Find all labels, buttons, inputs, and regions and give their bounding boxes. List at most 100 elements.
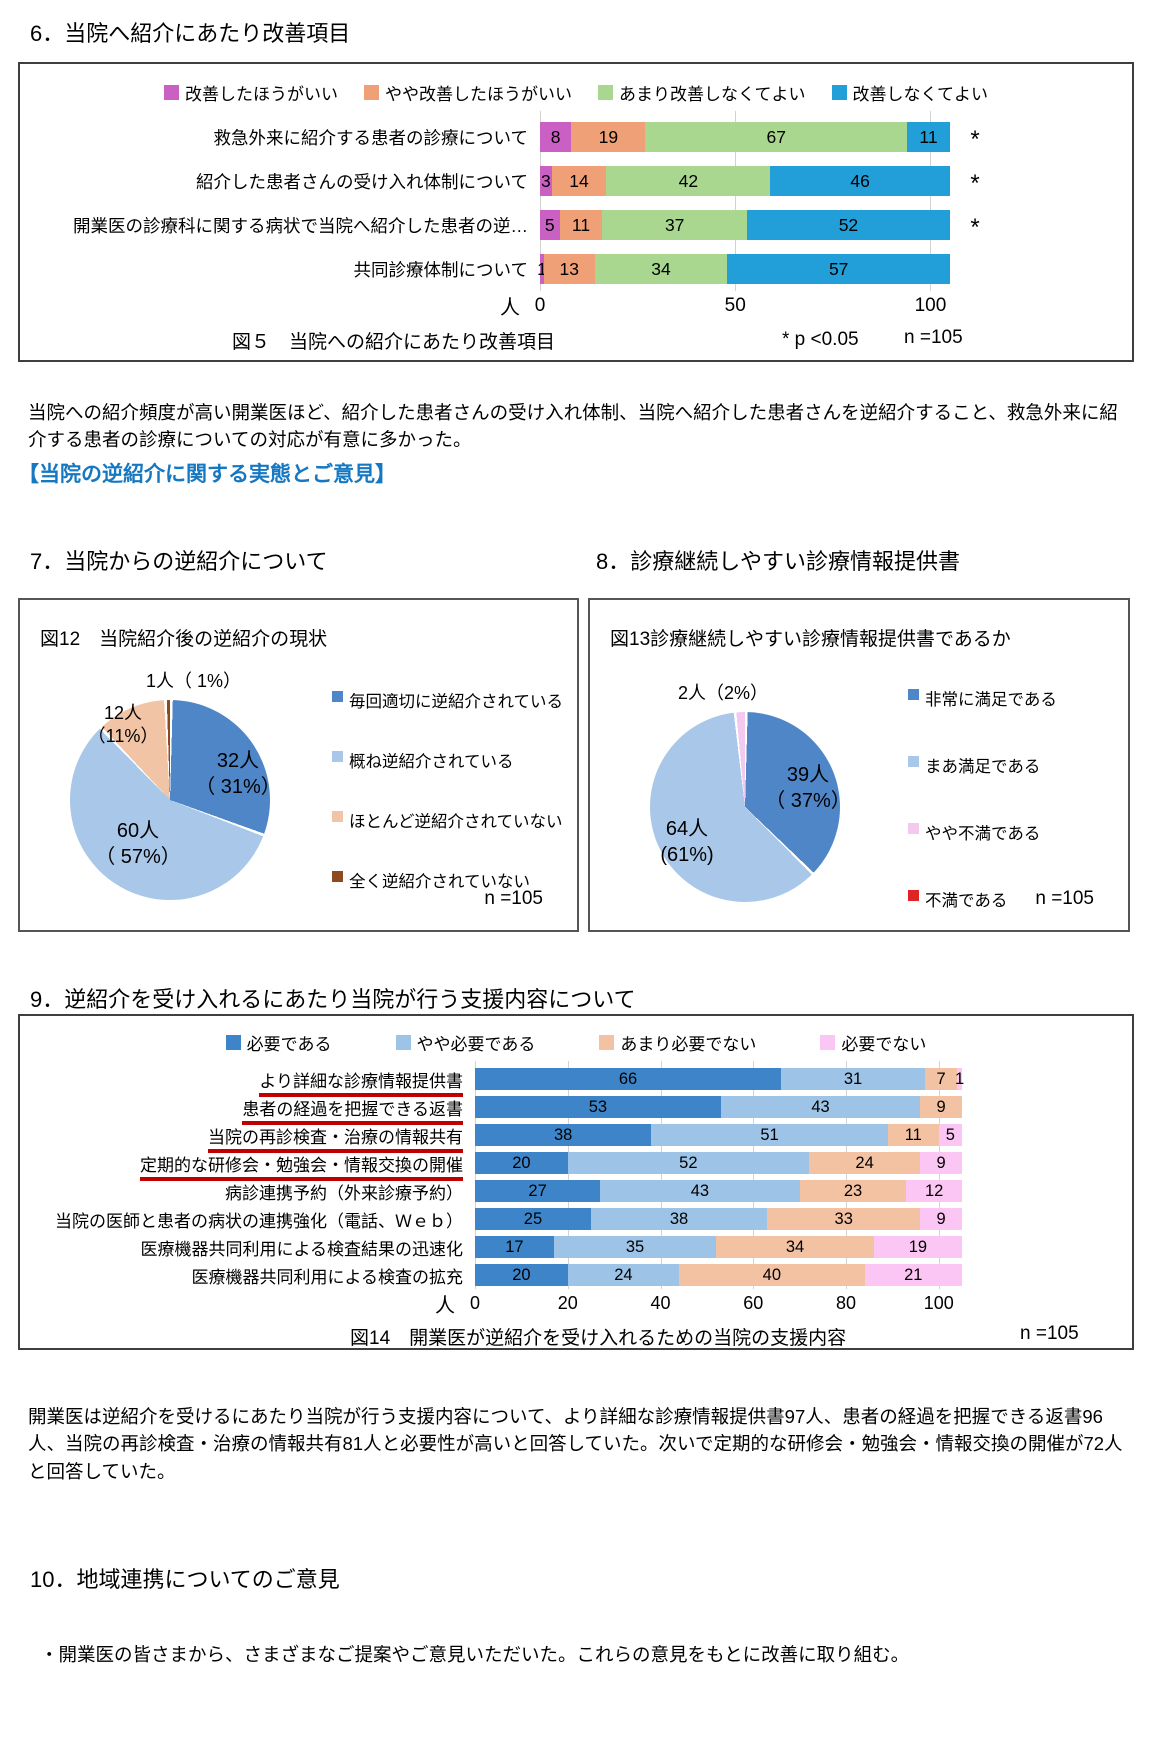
bar-value: 42	[678, 170, 699, 191]
figure14-chart-box: 必要である やや必要である あまり必要でない 必要でない より詳細な診療情報提供書 66…	[18, 1014, 1134, 1350]
bar-value: 9	[936, 1097, 946, 1116]
bar-value: 57	[828, 258, 849, 279]
legend-item: 全く逆紹介されていない	[332, 868, 563, 892]
legend-label: やや不満である	[925, 825, 1041, 843]
figure14-x-axis: 人 0 20 40 60 80 100	[20, 1289, 1132, 1317]
bar-value: 51	[760, 1125, 779, 1144]
legend-label: まあ満足である	[925, 758, 1041, 776]
legend-swatch	[332, 691, 343, 702]
gridline	[846, 1061, 848, 1289]
bar-segment: 14	[551, 166, 607, 196]
figure12-title: 図12 当院紹介後の逆紹介の現状	[40, 629, 328, 650]
legend-label: 必要でない	[841, 1035, 927, 1054]
bar-value: 38	[669, 1209, 689, 1228]
section8-heading: 8．診療継続しやすい診療情報提供書	[596, 549, 961, 574]
bar-segment: 9	[920, 1208, 962, 1230]
figure14-plot-area: より詳細な診療情報提供書 66 31 7 1 患者の経過を把握できる返書 53 43 9 当院の再…	[20, 1061, 1132, 1289]
x-tick-label: 100	[914, 295, 947, 316]
bar-value: 11	[904, 1125, 922, 1144]
bar-stack: 66 31 7 1	[475, 1068, 964, 1090]
bar-segment: 3	[540, 166, 552, 196]
bar-segment: 5	[938, 1124, 962, 1146]
legend-item: 毎回適切に逆紹介されている	[332, 688, 563, 712]
pie12-label-slice2: 60人 （ 57%）	[95, 820, 181, 868]
bar-segment: 21	[864, 1264, 962, 1286]
bar-segment: 52	[567, 1152, 809, 1174]
bar-value: 20	[512, 1153, 531, 1172]
bar-value: 5	[945, 1125, 955, 1144]
legend-swatch	[332, 871, 343, 882]
bar-segment: 20	[475, 1152, 568, 1174]
bar-value: 27	[528, 1181, 547, 1200]
bar-segment: 11	[887, 1124, 939, 1146]
bar-segment: 9	[920, 1152, 962, 1174]
bar-value: 9	[936, 1153, 946, 1172]
bar-segment: 19	[873, 1236, 962, 1258]
legend-item: まあ満足である	[908, 753, 1057, 777]
legend-label: やや必要である	[416, 1035, 536, 1054]
bar-value: 11	[571, 214, 591, 235]
bar-row-label-text: 当院の再診検査・治療の情報共有	[208, 1127, 463, 1153]
bar-stack: 8 19 67 11	[540, 122, 950, 152]
bar-row-label-text: 定期的な研修会・勉強会・情報交換の開催	[140, 1155, 463, 1181]
bar-value: 1	[537, 258, 547, 279]
bar-row-label: 病診連携予約（外来診療予約）	[20, 1179, 475, 1204]
x-tick-label: 80	[836, 1293, 857, 1313]
legend-swatch	[908, 756, 919, 767]
bar-row-label: 当院の医師と患者の病状の連携強化（電話、Ｗｅｂ）	[20, 1207, 475, 1232]
bar-segment: 66	[475, 1068, 782, 1090]
x-tick-label: 60	[743, 1293, 764, 1313]
axis-unit-label: 人	[435, 1295, 455, 1317]
bar-segment: 42	[606, 166, 771, 196]
bar-value: 21	[904, 1265, 923, 1284]
bar-row-label-text: 共同診療体制について	[353, 259, 528, 280]
pie13-label-slice3: 2人（2%）	[678, 683, 769, 703]
bar-segment: 13	[543, 254, 595, 284]
pie13-label-slice2: 64人 (61%)	[660, 818, 714, 866]
bar-value: 12	[924, 1181, 944, 1200]
bar-segment: 38	[475, 1124, 652, 1146]
bar-row-label-text: 病診連携予約（外来診療予約）	[225, 1183, 463, 1203]
bar-value: 23	[843, 1181, 863, 1200]
legend-label: あまり改善しなくてよい	[619, 85, 806, 104]
figure5-x-axis: 人 0 50 100	[20, 291, 1132, 321]
bar-value: 52	[838, 214, 859, 235]
bar-segment: 23	[799, 1180, 907, 1202]
x-tick-label: 40	[650, 1293, 671, 1313]
bar-value: 66	[618, 1069, 638, 1088]
pie12-label-slice1: 32人 （ 31%）	[195, 750, 281, 798]
bar-stack: 53 43 9	[475, 1096, 962, 1118]
bar-value: 14	[569, 170, 589, 191]
pie13-label-slice1: 39人 （ 37%）	[765, 764, 851, 812]
paragraph-figure5-summary: 当院への紹介頻度が高い開業医ほど、紹介した患者さんの受け入れ体制、当院へ紹介した…	[28, 401, 1118, 451]
bar-value: 33	[834, 1209, 853, 1228]
bar-row: 紹介した患者さんの受け入れ体制について 3 14 42 46 *	[20, 159, 1132, 203]
bar-value: 52	[679, 1153, 698, 1172]
bar-value: 8	[550, 126, 561, 147]
figure5-chart-box: 改善したほうがいい やや改善したほうがいい あまり改善しなくてよい 改善しなくてよい …	[18, 62, 1134, 362]
bar-segment: 7	[924, 1068, 958, 1090]
bar-value: 24	[614, 1265, 633, 1284]
legend-item: 必要でない	[820, 1030, 926, 1055]
x-tick-label: 100	[923, 1293, 954, 1313]
bar-segment: 27	[475, 1180, 601, 1202]
bar-segment: 43	[600, 1180, 800, 1202]
figure14-caption: 図14 開業医が逆紹介を受け入れるための当院の支援内容	[350, 1328, 847, 1349]
bar-segment: 67	[645, 122, 908, 152]
significance-marker	[950, 266, 1000, 272]
bar-segment: 43	[720, 1096, 921, 1118]
bar-row-label: 開業医の診療科に関する病状で当院へ紹介した患者の逆…	[20, 213, 540, 238]
bar-row-label-text: 医療機器共同利用による検査の拡充	[191, 1267, 464, 1287]
bar-row-label: 患者の経過を把握できる返書	[20, 1095, 475, 1125]
legend-swatch	[908, 890, 919, 901]
gridlines	[540, 111, 950, 291]
figure13-n-label: n =105	[1035, 888, 1094, 909]
legend-item: 改善したほうがいい	[164, 80, 338, 105]
bar-segment: 1	[537, 254, 547, 284]
bar-segment: 40	[679, 1264, 865, 1286]
legend-item: 改善しなくてよい	[831, 80, 988, 105]
bar-row-label: 医療機器共同利用による検査の拡充	[20, 1263, 475, 1288]
bar-row-label-text: 医療機器共同利用による検査結果の迅速化	[140, 1239, 464, 1259]
legend-swatch	[908, 823, 919, 834]
